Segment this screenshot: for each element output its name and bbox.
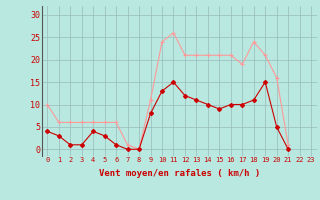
X-axis label: Vent moyen/en rafales ( km/h ): Vent moyen/en rafales ( km/h ) bbox=[99, 169, 260, 178]
